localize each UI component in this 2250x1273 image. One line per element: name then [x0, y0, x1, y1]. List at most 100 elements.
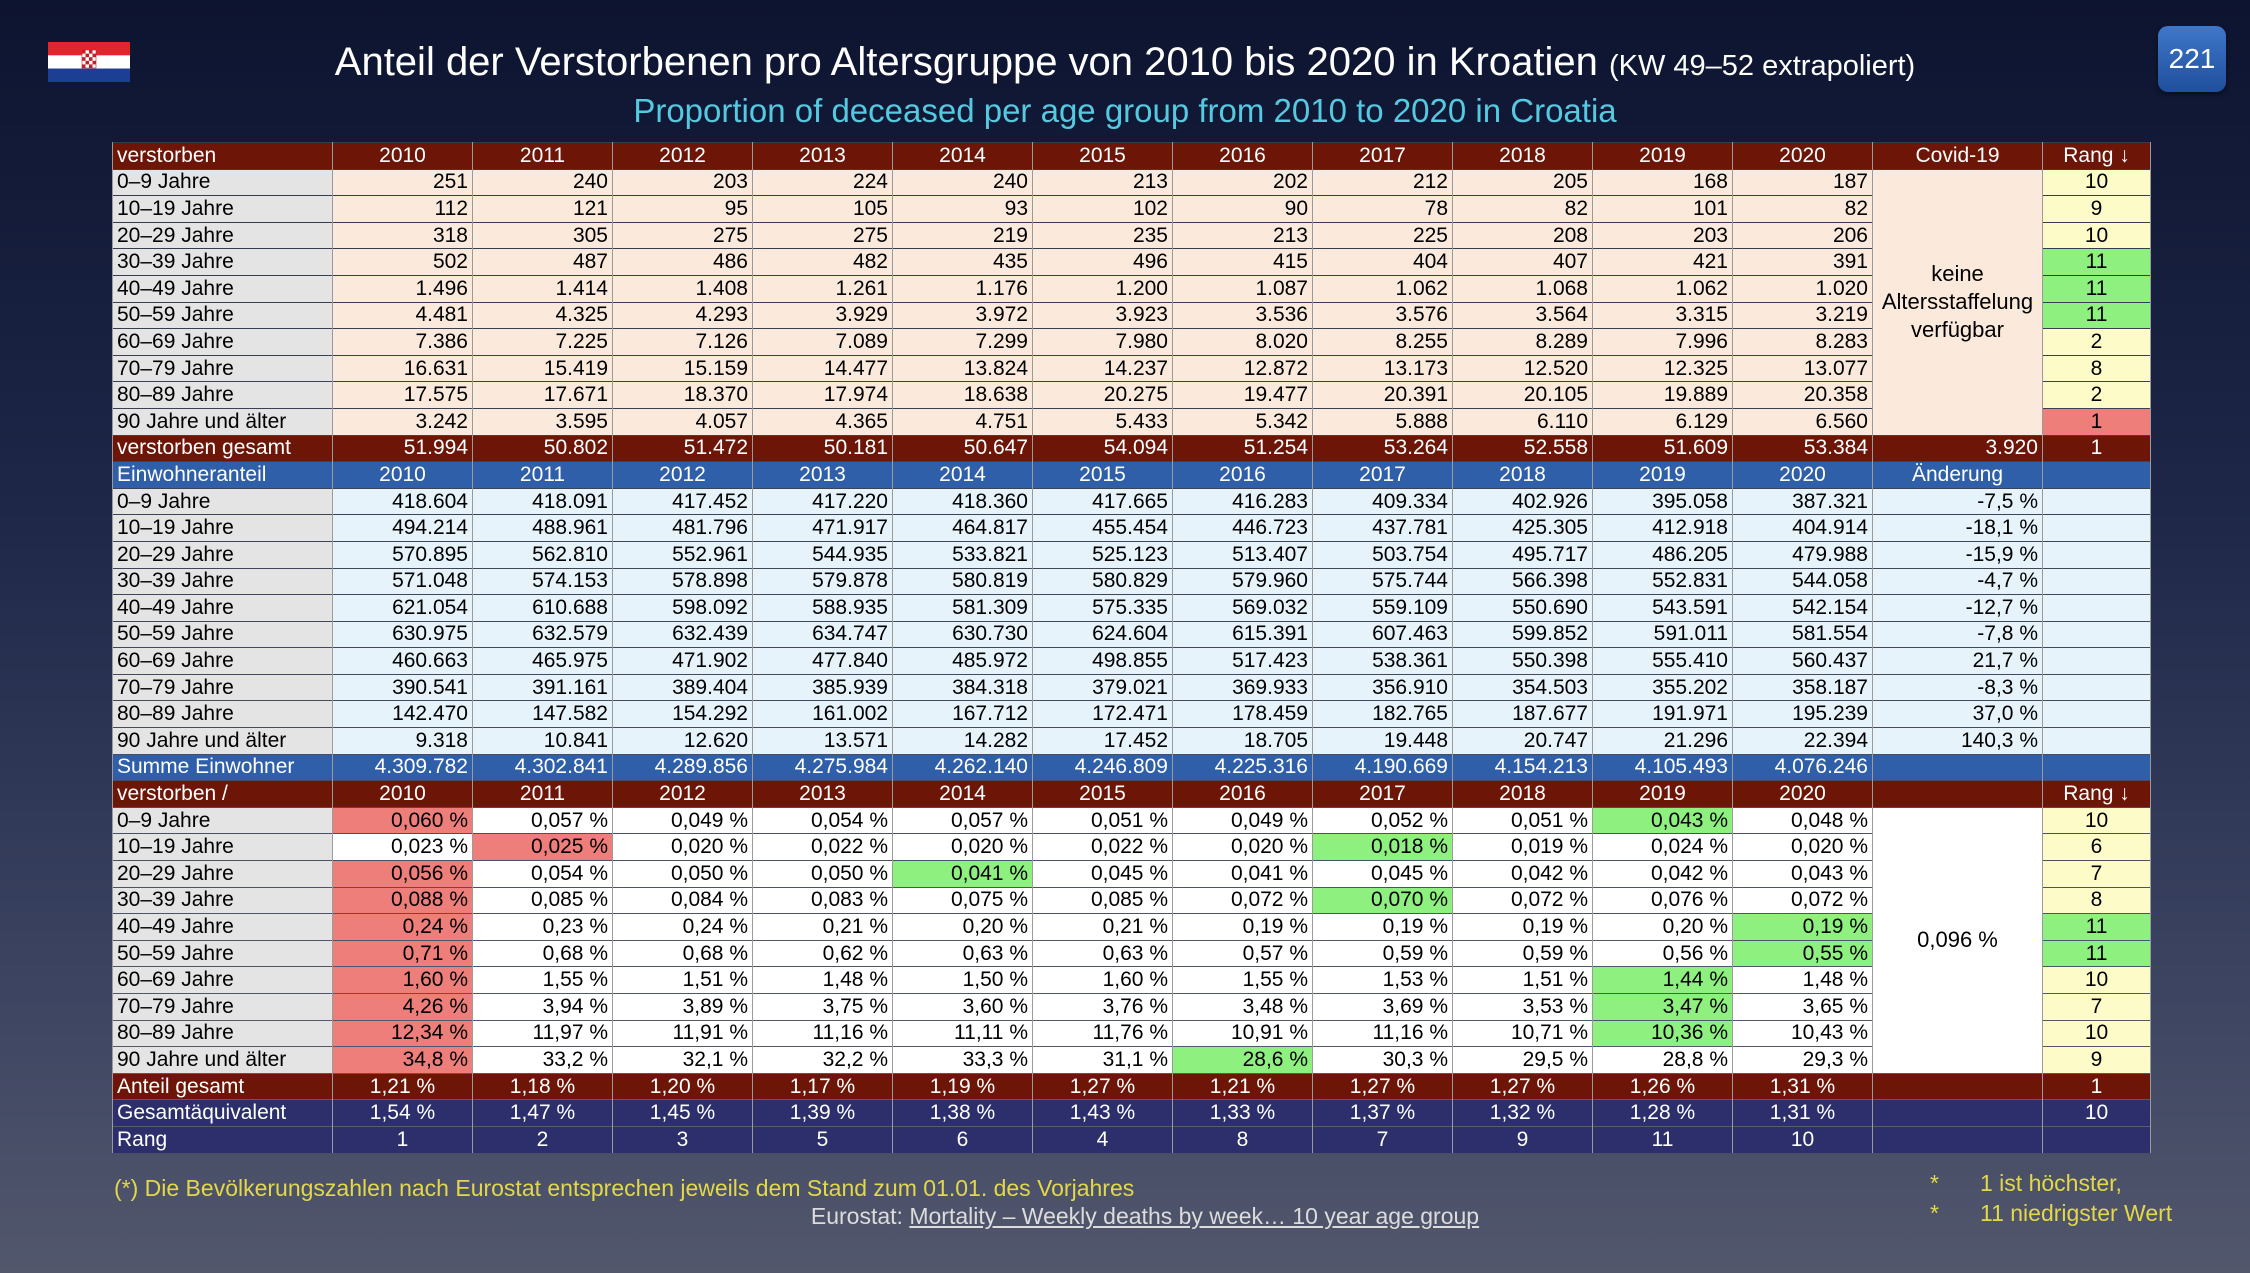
- ratio-cell: 0,056 %: [332, 860, 473, 888]
- equivalent-cell: 1,45 %: [612, 1099, 753, 1127]
- ratio-cell: 0,072 %: [1452, 886, 1593, 914]
- age-group-label: 30–39 Jahre: [112, 567, 333, 595]
- change-cell: 140,3 %: [1872, 727, 2043, 755]
- total-cell: 4.154.213: [1452, 753, 1593, 781]
- covid-total: 3.920: [1872, 434, 2043, 462]
- population-cell: 630.730: [892, 620, 1033, 648]
- deaths-cell: 82: [1732, 195, 1873, 223]
- ratio-cell: 3,65 %: [1732, 993, 1873, 1021]
- total-label: Summe Einwohner: [112, 753, 333, 781]
- ratio-cell: 0,20 %: [1592, 913, 1733, 941]
- ratio-cell: 0,19 %: [1312, 913, 1453, 941]
- ratio-cell: 0,072 %: [1172, 886, 1313, 914]
- section2-header-row: Einwohneranteil 2010 2011 2012 2013 2014 2015 2…: [112, 461, 2151, 489]
- ratio-cell: 0,041 %: [1172, 860, 1313, 888]
- year-header: 2012: [612, 461, 753, 489]
- ratio-cell: 0,19 %: [1732, 913, 1873, 941]
- total-cell: 4.076.246: [1732, 753, 1873, 781]
- deaths-cell: 18.370: [612, 381, 753, 409]
- rank-cell: 10: [2042, 168, 2151, 196]
- source-link[interactable]: Mortality – Weekly deaths by week… 10 ye…: [909, 1203, 1480, 1229]
- ratio-cell: 1,60 %: [332, 966, 473, 994]
- deaths-cell: 78: [1312, 195, 1453, 223]
- age-group-label: 70–79 Jahre: [112, 673, 333, 701]
- population-row: 30–39 Jahre 571.048 574.153 578.898 579.878 5…: [112, 567, 2151, 595]
- total-cell: 50.647: [892, 434, 1033, 462]
- age-group-label: 40–49 Jahre: [112, 594, 333, 622]
- population-cell: 486.205: [1592, 540, 1733, 568]
- deaths-cell: 1.062: [1312, 274, 1453, 303]
- total-cell: 1,19 %: [892, 1072, 1033, 1100]
- population-cell: 412.918: [1592, 514, 1733, 542]
- rank-cell: 10: [2042, 221, 2151, 249]
- ratio-cell: 0,020 %: [892, 833, 1033, 861]
- rank-header: Rang ↓: [2042, 142, 2151, 170]
- equivalent-cell: 1,33 %: [1172, 1099, 1313, 1127]
- ratio-cell: 10,71 %: [1452, 1019, 1593, 1047]
- deaths-cell: 101: [1592, 195, 1733, 223]
- population-cell: 575.335: [1032, 594, 1173, 622]
- ratio-cell: 0,075 %: [892, 886, 1033, 914]
- ratio-cell: 0,042 %: [1452, 860, 1593, 888]
- deaths-cell: 318: [332, 221, 473, 249]
- deaths-cell: 187: [1732, 168, 1873, 196]
- year-header: 2016: [1172, 780, 1313, 808]
- empty-cell: [2042, 727, 2151, 755]
- population-cell: 569.032: [1172, 594, 1313, 622]
- population-cell: 566.398: [1452, 567, 1593, 595]
- population-cell: 154.292: [612, 700, 753, 728]
- deaths-row: 30–39 Jahre 502 487 486 482 435 496 415 404 407 42…: [112, 248, 2151, 276]
- ratio-cell: 0,054 %: [472, 860, 613, 888]
- rank-cell: 9: [2042, 1046, 2151, 1074]
- population-cell: 187.677: [1452, 700, 1593, 728]
- deaths-cell: 19.477: [1172, 381, 1313, 409]
- ranking-cell: 5: [752, 1125, 893, 1154]
- age-group-label: 30–39 Jahre: [112, 248, 333, 276]
- deaths-cell: 3.595: [472, 407, 613, 436]
- year-header: 2019: [1592, 461, 1733, 489]
- rank-cell: 2: [2042, 328, 2151, 356]
- population-cell: 437.781: [1312, 514, 1453, 542]
- deaths-cell: 105: [752, 195, 893, 223]
- footnote-population: (*) Die Bevölkerungszahlen nach Eurostat…: [114, 1175, 1135, 1201]
- equivalent-cell: 1,37 %: [1312, 1099, 1453, 1127]
- rank-cell: 10: [2042, 1019, 2151, 1047]
- deaths-cell: 121: [472, 195, 613, 223]
- section3-header-row: verstorben /2010 2011 2012 2013 2014 2015 2016…: [112, 780, 2151, 808]
- ratio-cell: 11,11 %: [892, 1019, 1033, 1047]
- total-cell: 52.558: [1452, 434, 1593, 462]
- year-header: 2020: [1732, 142, 1873, 170]
- year-header: 2011: [472, 780, 613, 808]
- population-cell: 591.011: [1592, 620, 1733, 648]
- total-cell: 1,27 %: [1032, 1072, 1173, 1100]
- deaths-cell: 203: [1592, 221, 1733, 249]
- population-cell: 578.898: [612, 567, 753, 595]
- total-rank: 1: [2042, 1072, 2151, 1100]
- ratio-cell: 0,054 %: [752, 806, 893, 834]
- age-group-label: 60–69 Jahre: [112, 328, 333, 356]
- ratio-cell: 3,69 %: [1312, 993, 1453, 1021]
- ranking-label: Rang: [112, 1125, 333, 1154]
- deaths-cell: 4.325: [472, 301, 613, 329]
- deaths-cell: 3.564: [1452, 301, 1593, 329]
- population-cell: 570.895: [332, 540, 473, 568]
- equivalent-label: Gesamtäquivalent: [112, 1099, 333, 1127]
- section1-header-row: verstorben 2010 2011 2012 2013 2014 2015 2016 20…: [112, 142, 2151, 170]
- total-cell: 50.802: [472, 434, 613, 462]
- deaths-cell: 20.275: [1032, 381, 1173, 409]
- ratio-cell: 0,020 %: [1172, 833, 1313, 861]
- ratio-cell: 4,26 %: [332, 993, 473, 1021]
- age-group-label: 40–49 Jahre: [112, 274, 333, 303]
- ratio-cell: 11,97 %: [472, 1019, 613, 1047]
- age-group-label: 10–19 Jahre: [112, 195, 333, 223]
- rank-cell: 7: [2042, 860, 2151, 888]
- ratio-cell: 1,53 %: [1312, 966, 1453, 994]
- equivalent-cell: 1,38 %: [892, 1099, 1033, 1127]
- ratio-cell: 0,21 %: [752, 913, 893, 941]
- deaths-cell: 203: [612, 168, 753, 196]
- equivalent-cell: 1,32 %: [1452, 1099, 1593, 1127]
- empty-cell: [2042, 673, 2151, 701]
- section2-title: Einwohneranteil: [112, 461, 333, 489]
- year-header: 2020: [1732, 780, 1873, 808]
- total-label: verstorben gesamt: [112, 434, 333, 462]
